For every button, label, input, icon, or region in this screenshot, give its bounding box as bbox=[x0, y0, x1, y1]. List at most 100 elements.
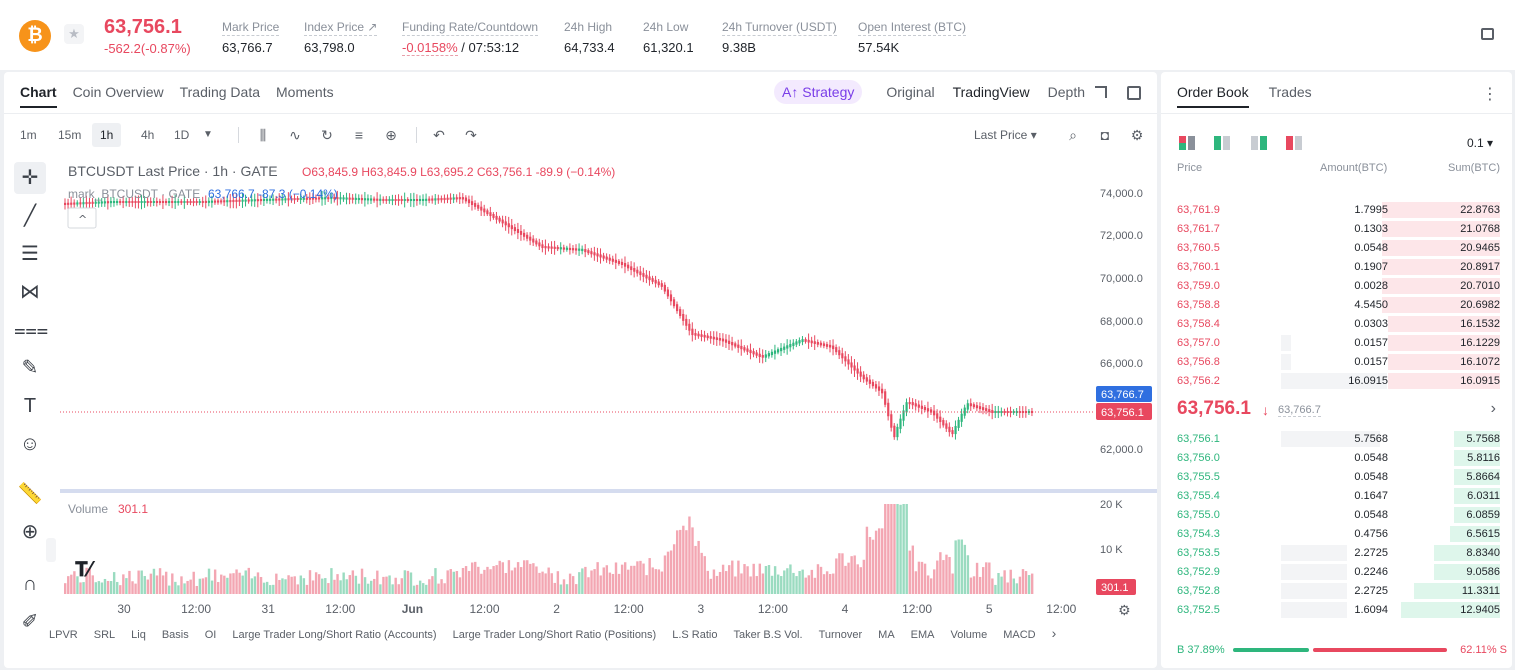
side-collapse-handle[interactable] bbox=[46, 538, 56, 562]
view-depth[interactable]: Depth bbox=[1047, 84, 1085, 100]
collapse-legend-button[interactable] bbox=[67, 207, 97, 229]
chevron-right-icon[interactable]: › bbox=[1490, 400, 1496, 417]
trendline-icon[interactable]: ╱ bbox=[23, 205, 37, 227]
horizontal-lines-icon[interactable]: ☰ bbox=[21, 243, 39, 265]
indicator-8[interactable]: Taker B.S Vol. bbox=[733, 629, 803, 641]
bid-row[interactable]: 63,755.0 0.0548 6.0859 bbox=[1161, 505, 1512, 524]
view-original[interactable]: Original bbox=[886, 84, 935, 100]
timeframe-1h[interactable]: 1h bbox=[92, 123, 122, 147]
bids-only-icon[interactable] bbox=[1214, 136, 1230, 150]
stat-mark-price[interactable]: Mark Price 63,766.7 bbox=[222, 18, 280, 55]
ask-row[interactable]: 63,758.8 4.5450 20.6982 bbox=[1161, 295, 1512, 314]
ask-row[interactable]: 63,756.2 16.0915 16.0915 bbox=[1161, 371, 1512, 390]
both-sides-icon[interactable] bbox=[1179, 136, 1195, 150]
text-icon[interactable]: T bbox=[23, 395, 37, 417]
search-icon[interactable]: ⌕ bbox=[1069, 127, 1077, 143]
view-tradingview[interactable]: TradingView bbox=[952, 84, 1030, 100]
ruler-icon[interactable]: 📏 bbox=[17, 483, 43, 505]
crosshair-icon[interactable]: ✛ bbox=[14, 162, 46, 194]
indicator-10[interactable]: MA bbox=[878, 629, 895, 641]
bid-row[interactable]: 63,752.9 0.2246 9.0586 bbox=[1161, 562, 1512, 581]
replay-icon[interactable]: ↻ bbox=[321, 127, 333, 143]
bid-row[interactable]: 63,755.5 0.0548 5.8664 bbox=[1161, 467, 1512, 486]
window-icon[interactable] bbox=[1127, 86, 1141, 100]
axis-settings-icon[interactable]: ⚙ bbox=[1118, 603, 1131, 619]
bid-row[interactable]: 63,752.8 2.2725 11.3311 bbox=[1161, 581, 1512, 600]
candles-icon[interactable]: ⫼ bbox=[259, 127, 267, 143]
ask-row[interactable]: 63,758.4 0.0303 16.1532 bbox=[1161, 314, 1512, 333]
tab-trading-data[interactable]: Trading Data bbox=[179, 84, 261, 100]
pane-separator[interactable] bbox=[60, 489, 1157, 493]
precision-select[interactable]: 0.1 ▾ bbox=[1467, 136, 1494, 150]
more-icon[interactable]: ⋮ bbox=[1482, 86, 1498, 103]
asks-only-icon[interactable] bbox=[1286, 136, 1302, 150]
asks-only-view-icon[interactable] bbox=[1251, 136, 1267, 150]
template-icon[interactable]: ≡ bbox=[354, 127, 364, 143]
chevron-down-icon[interactable]: ▼ bbox=[203, 129, 213, 140]
indicator-5[interactable]: Large Trader Long/Short Ratio (Accounts) bbox=[232, 629, 437, 641]
zoom-icon[interactable]: ⊕ bbox=[21, 521, 39, 543]
indicator-2[interactable]: Liq bbox=[131, 629, 146, 641]
brush-icon[interactable]: ✎ bbox=[21, 357, 39, 379]
settings-gear-icon[interactable]: ⚙ bbox=[1130, 127, 1144, 143]
add-indicator-icon[interactable]: ⊕ bbox=[385, 127, 397, 143]
timeframe-1m[interactable]: 1m bbox=[20, 128, 37, 142]
stat-funding-rate[interactable]: Funding Rate/Countdown -0.0158% / 07:53:… bbox=[402, 18, 539, 56]
ask-row[interactable]: 63,756.8 0.0157 16.1072 bbox=[1161, 352, 1512, 371]
strategy-button[interactable]: A↑ Strategy bbox=[774, 80, 863, 104]
indicator-4[interactable]: OI bbox=[204, 629, 217, 641]
indicator-1[interactable]: SRL bbox=[93, 629, 116, 641]
ask-row[interactable]: 63,760.1 0.1907 20.8917 bbox=[1161, 257, 1512, 276]
indicator-11[interactable]: EMA bbox=[910, 629, 935, 641]
stat-open-interest[interactable]: Open Interest (BTC) 57.54K bbox=[858, 18, 967, 55]
indicator-9[interactable]: Turnover bbox=[818, 629, 863, 641]
bid-row[interactable]: 63,752.5 1.6094 12.9405 bbox=[1161, 600, 1512, 619]
pencil-lock-icon[interactable]: ✐ bbox=[21, 611, 39, 633]
indicator-13[interactable]: MACD bbox=[1003, 629, 1036, 641]
candle-body bbox=[853, 365, 856, 371]
book-icon[interactable] bbox=[1481, 28, 1494, 40]
price-chart[interactable]: BTCUSDT Last Price · 1h · GATE O63,845.9… bbox=[4, 72, 1157, 668]
bid-row[interactable]: 63,753.5 2.2725 8.8340 bbox=[1161, 543, 1512, 562]
expand-icon[interactable] bbox=[1095, 86, 1107, 98]
tab-order-book[interactable]: Order Book bbox=[1177, 84, 1249, 108]
bid-row[interactable]: 63,755.4 0.1647 6.0311 bbox=[1161, 486, 1512, 505]
tab-trades[interactable]: Trades bbox=[1268, 84, 1312, 100]
ask-row[interactable]: 63,760.5 0.0548 20.9465 bbox=[1161, 238, 1512, 257]
indicator-3[interactable]: Basis bbox=[161, 629, 189, 641]
emoji-icon[interactable]: ☺ bbox=[19, 433, 41, 455]
camera-icon[interactable]: ◘ bbox=[1100, 127, 1110, 143]
tab-moments[interactable]: Moments bbox=[276, 84, 334, 100]
tab-coin-overview[interactable]: Coin Overview bbox=[72, 84, 164, 100]
indicator-6[interactable]: Large Trader Long/Short Ratio (Positions… bbox=[452, 629, 657, 641]
stat-index-price[interactable]: Index Price ↗ 63,798.0 bbox=[304, 18, 378, 55]
indicator-12[interactable]: Volume bbox=[950, 629, 988, 641]
ask-row[interactable]: 63,757.0 0.0157 16.1229 bbox=[1161, 333, 1512, 352]
timeframe-1d[interactable]: 1D bbox=[174, 128, 190, 142]
fib-icon[interactable]: ⩶ bbox=[14, 319, 49, 341]
bid-row[interactable]: 63,756.0 0.0548 5.8116 bbox=[1161, 448, 1512, 467]
bid-row[interactable]: 63,754.3 0.4756 6.5615 bbox=[1161, 524, 1512, 543]
undo-icon[interactable]: ↶ bbox=[433, 127, 445, 143]
volume-bar bbox=[654, 569, 657, 594]
redo-icon[interactable]: ↷ bbox=[465, 127, 477, 143]
chevron-up-icon[interactable]: ^ bbox=[78, 213, 87, 226]
ask-row[interactable]: 63,761.9 1.7995 22.8763 bbox=[1161, 200, 1512, 219]
timeframe-15m[interactable]: 15m bbox=[58, 128, 82, 142]
ask-row[interactable]: 63,761.7 0.1303 21.0768 bbox=[1161, 219, 1512, 238]
tab-chart[interactable]: Chart bbox=[20, 84, 57, 108]
volume-bar bbox=[317, 574, 321, 594]
pattern-icon[interactable]: ⋈ bbox=[20, 281, 40, 303]
ask-row[interactable]: 63,759.0 0.0028 20.7010 bbox=[1161, 276, 1512, 295]
indicators-icon[interactable]: ∿ bbox=[289, 127, 301, 143]
bid-row[interactable]: 63,756.1 5.7568 5.7568 bbox=[1161, 429, 1512, 448]
chevron-right-icon[interactable]: › bbox=[1051, 625, 1057, 641]
magnet-icon[interactable]: ∩ bbox=[22, 573, 38, 595]
indicator-7[interactable]: L.S Ratio bbox=[672, 629, 718, 641]
stat-24h-turnover[interactable]: 24h Turnover (USDT) 9.38B bbox=[722, 18, 837, 55]
stat-label: Funding Rate/Countdown bbox=[402, 20, 539, 36]
timeframe-4h[interactable]: 4h bbox=[141, 128, 155, 142]
favorite-star-icon[interactable]: ★ bbox=[64, 24, 84, 44]
indicator-0[interactable]: LPVR bbox=[49, 629, 78, 641]
price-type-select[interactable]: Last Price ▾ bbox=[974, 128, 1037, 142]
